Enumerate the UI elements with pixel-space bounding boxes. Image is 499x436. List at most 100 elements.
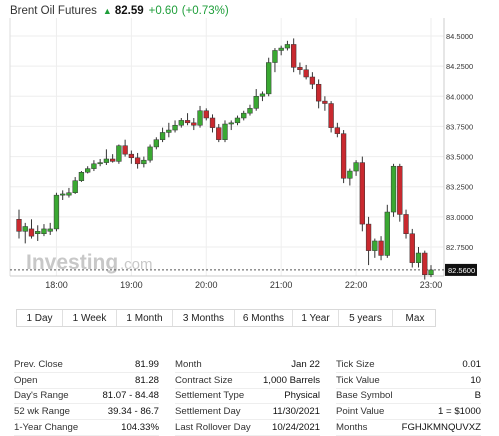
candle [172,120,178,133]
stats-row: Base Symbol B [336,388,481,405]
stat-label: Open [14,372,92,389]
stat-value: 1,000 Barrels [257,372,320,389]
stats-row: 52 wk Range 39.34 - 86.7 [14,403,159,421]
range-button-1-day[interactable]: 1 Day [17,310,63,326]
y-tick-label: 82.7500 [446,243,473,252]
candle-body [166,129,172,133]
candle [78,171,85,182]
candle-body [259,93,266,97]
range-button-1-year[interactable]: 1 Year [293,310,339,326]
stat-value: Physical [257,388,320,405]
candle [284,40,291,51]
candle-body [60,193,66,196]
y-tick-label: 83.0000 [446,213,473,222]
candle-body [228,122,234,125]
stats-row: Contract Size 1,000 Barrels [175,372,320,389]
candle-body [147,146,153,161]
stat-label: Tick Value [336,372,397,389]
candle-body [53,194,60,230]
last-price-label-box [445,263,477,276]
candlestick-chart[interactable]: 84.5000 84.2500 84.0000 83.7500 83.5000 83.25… [0,18,499,300]
x-tick-label: 22:00 [345,280,368,290]
stat-label: Prev. Close [14,357,92,373]
candle [103,149,110,166]
range-button-max[interactable]: Max [405,312,425,324]
candle-body [134,157,141,165]
candle [178,117,184,128]
candle-body [309,76,316,85]
x-tick-label: 18:00 [45,280,68,290]
stat-label: Settlement Type [175,388,258,405]
y-tick-label: 83.2500 [446,183,473,192]
range-button-3-months[interactable]: 3 Months [173,310,235,326]
range-button-1-week[interactable]: 1 Week [63,310,117,326]
candle-body [216,127,222,140]
candle [384,204,390,258]
candle [347,168,353,186]
price-change-percent: (+0.73%) [181,5,229,17]
candle-body [153,139,159,148]
stats-row: Point Value 1 = $1000 [336,403,481,421]
candle-body [353,162,359,172]
candle [166,122,172,138]
candle [372,238,378,258]
candle-body [253,96,259,109]
stat-label: Settlement Day [175,403,258,421]
candle [428,265,434,278]
candle [378,236,384,261]
candle-body [297,67,303,71]
candle-body [365,223,372,251]
candle-body [222,123,228,140]
candle [409,228,415,268]
candle-body [72,180,78,193]
stats-row: Tick Value 10 [336,372,481,389]
stats-row: 1-Year Change 104.33% [14,419,159,436]
stat-label: Base Symbol [336,388,397,405]
candle [259,91,266,102]
stats-row: Settlement Day 11/30/2021 [175,403,320,421]
instrument-title: Brent Oil Futures [10,5,97,17]
candle-body [247,108,253,114]
candle-body [184,120,191,124]
range-button-6-months[interactable]: 6 Months [235,310,293,326]
candle-body [303,69,309,78]
candle-body [191,122,197,126]
candle [66,187,72,198]
candle [309,72,316,90]
candle-body [390,165,397,213]
stat-label: Months [336,419,397,436]
candle-body [35,231,41,234]
time-range-selector: 1 Day 1 Week 1 Month 3 Months 6 Months 1 Year… [16,309,436,327]
candle-body [347,170,353,179]
stat-value: 81.99 [91,357,159,373]
plot-area [10,18,444,276]
candle [203,108,209,121]
stat-label: 52 wk Range [14,403,92,421]
candle [353,160,359,176]
candle [234,115,241,126]
candle-body [159,132,166,140]
candle [228,120,234,131]
last-price: 82.59 [114,5,144,17]
stats-row: Tick Size 0.01 [336,357,481,373]
candle [191,117,197,131]
candle [41,224,47,237]
candle [28,219,35,239]
range-button-5-years[interactable]: 5 years [339,310,393,326]
range-button-1-month[interactable]: 1 Month [117,310,173,326]
candle-body [209,117,216,128]
candle [390,163,397,217]
candle-body [403,214,409,234]
instrument-header: Brent Oil Futures ▲ 82.59 +0.60 (+0.73%) [10,4,229,18]
candle [128,150,135,164]
stats-row: Settlement Type Physical [175,388,320,405]
candle [159,127,166,143]
candle-body [328,103,334,128]
candle [415,247,422,268]
stat-value: 39.34 - 86.7 [91,403,159,421]
last-price-label: 82.5600 [448,266,475,275]
stat-value: 104.33% [91,419,159,436]
price-change: +0.60 [148,5,178,17]
y-tick-label: 84.0000 [446,92,473,101]
stat-value: FGHJKMNQUVXZ [396,419,481,436]
